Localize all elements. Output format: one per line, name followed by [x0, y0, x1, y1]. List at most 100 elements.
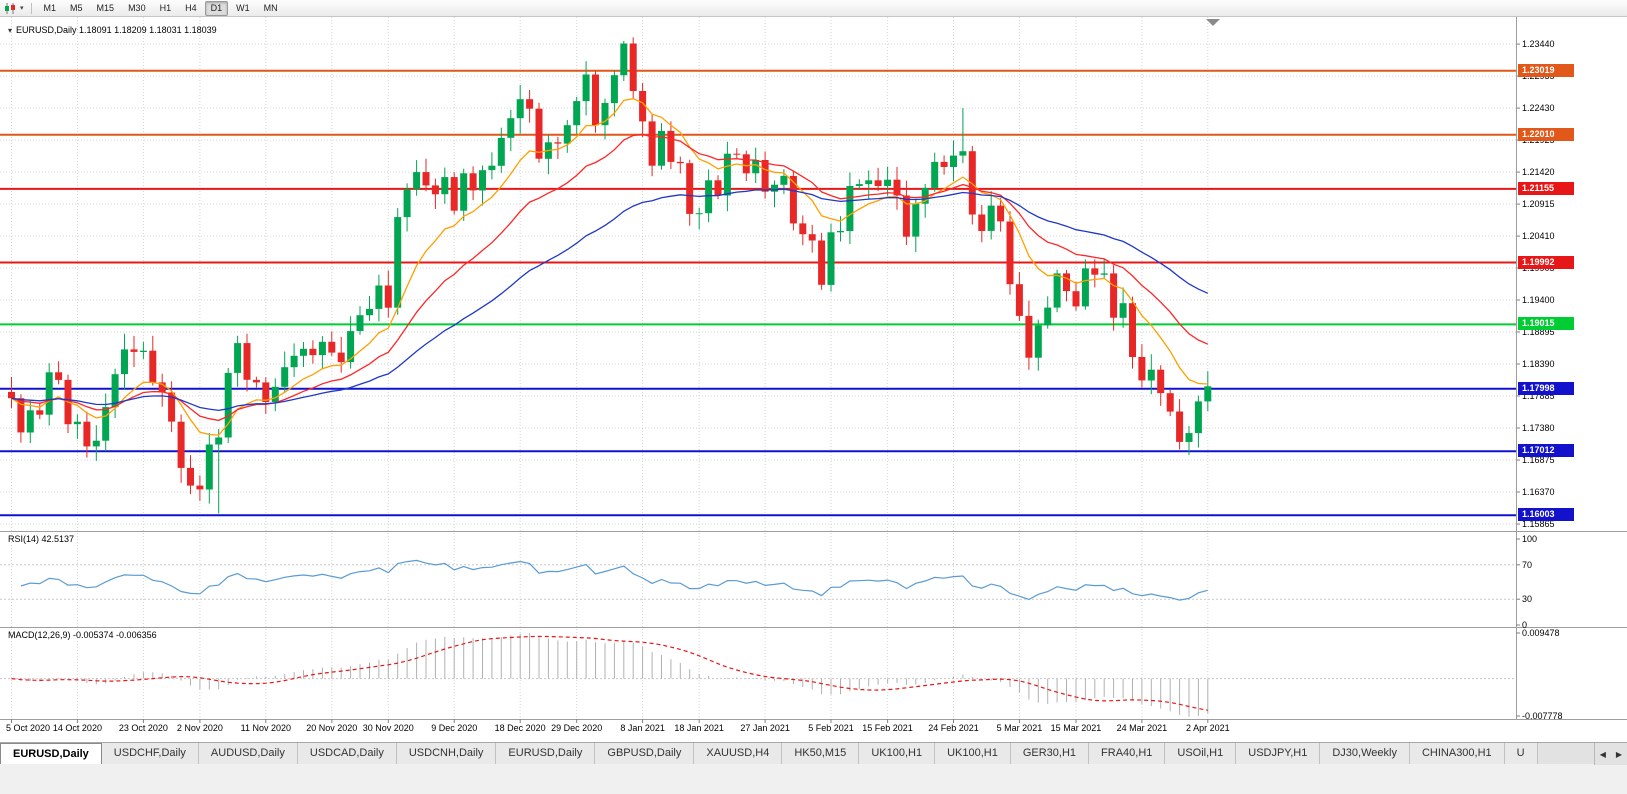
timeframe-button-m1[interactable]: M1 — [43, 2, 57, 13]
chart-tab-eurusd-daily[interactable]: EURUSD,Daily — [496, 743, 596, 765]
chart-type-icon[interactable] — [4, 2, 17, 15]
timeframe-button-m5[interactable]: M5 — [70, 2, 83, 13]
chart-tab-dj30-weekly[interactable]: DJ30,Weekly — [1320, 743, 1410, 765]
date-axis-label: 2 Nov 2020 — [176, 723, 223, 733]
date-axis-label: 5 Oct 2020 — [6, 723, 51, 733]
chart-shift-marker-icon — [1206, 19, 1220, 26]
rsi-indicator-label: RSI(14) 42.5137 — [8, 534, 75, 544]
rsi-line — [20, 559, 1208, 601]
date-axis-label: 2 Apr 2021 — [1186, 723, 1230, 733]
rsi-scale-label: 100 — [1522, 534, 1538, 544]
chart-tab-xauusd-h4[interactable]: XAUUSD,H4 — [694, 743, 783, 765]
price-scale-label: 1.17885 — [1522, 391, 1555, 401]
candlestick-glyph — [5, 2, 15, 14]
date-axis-label: 23 Oct 2020 — [118, 723, 168, 733]
chart-header: ▾ EURUSD,Daily 1.18091 1.18209 1.18031 1.… — [8, 25, 217, 35]
macd-scale-label: 0.009478 — [1522, 628, 1560, 638]
chart-tab-usoil-h1[interactable]: USOil,H1 — [1165, 743, 1237, 765]
chart-tabs: EURUSD,Daily USDCHF,Daily AUDUSD,Daily USDC… — [0, 743, 1593, 765]
chart-tab-uk100-h1[interactable]: UK100,H1 — [935, 743, 1011, 765]
price-scale-label: 1.16875 — [1522, 454, 1555, 465]
chart-tab-uk100-h1[interactable]: UK100,H1 — [859, 743, 936, 765]
sr-level-lines[interactable] — [0, 69, 1516, 517]
moving-average-45 — [11, 188, 1209, 412]
price-scale-label: 1.18390 — [1522, 359, 1555, 370]
price-scale-label: 1.20915 — [1522, 199, 1555, 210]
date-axis-label: 30 Nov 2020 — [362, 723, 414, 733]
date-axis-label: 24 Mar 2021 — [1116, 723, 1168, 733]
timeframe-toolbar: ▾ M1 M5 M15 M30 H1 H4 D1 W1 MN — [0, 0, 1627, 17]
tab-scroll-arrows: ◀ ▶ — [1593, 743, 1627, 765]
chart-tab-china300-h1[interactable]: CHINA300,H1 — [1409, 743, 1505, 765]
price-scale-label: 1.21420 — [1522, 167, 1555, 178]
date-axis-label: 14 Oct 2020 — [52, 723, 102, 733]
price-level-badge: 1.19015 — [1518, 317, 1574, 331]
toolbar-separator — [30, 2, 32, 14]
price-scale-label: 1.18895 — [1522, 327, 1555, 338]
price-scale-label: 1.16370 — [1522, 486, 1555, 497]
rsi-scale-label: 30 — [1522, 594, 1533, 605]
chart-tab-overflow[interactable]: U — [1504, 743, 1538, 765]
chart-tab-audusd-daily[interactable]: AUDUSD,Daily — [198, 743, 298, 765]
price-level-badge: 1.17012 — [1518, 444, 1574, 458]
macd-indicator-label: MACD(12,26,9) -0.005374 -0.006356 — [8, 630, 157, 640]
timeframe-button-h4[interactable]: H4 — [185, 2, 197, 13]
tab-scroll-left-icon[interactable]: ◀ — [1599, 749, 1606, 759]
chart-tab-gbpusd-daily[interactable]: GBPUSD,Daily — [595, 743, 695, 765]
price-scale-label: 1.17380 — [1522, 422, 1555, 433]
candles — [8, 37, 1212, 514]
chart-tab-fra40-h1[interactable]: FRA40,H1 — [1089, 743, 1166, 765]
price-scale-label: 1.23440 — [1522, 39, 1555, 50]
timeframe-button-w1[interactable]: W1 — [236, 2, 250, 13]
chart-tab-eurusd-daily[interactable]: EURUSD,Daily — [0, 743, 102, 765]
timeframe-button-m30[interactable]: M30 — [128, 2, 146, 13]
price-chart-canvas[interactable] — [0, 17, 1627, 742]
date-axis-label: 27 Jan 2021 — [740, 723, 790, 733]
grid-lines — [0, 17, 1516, 719]
price-level-badge: 1.17998 — [1518, 381, 1574, 395]
macd-signal-line — [11, 635, 1208, 711]
rsi-panel-graphics — [0, 559, 1516, 601]
price-level-badge: 1.22010 — [1518, 127, 1574, 141]
date-axis-label: 20 Nov 2020 — [306, 723, 358, 733]
price-level-badge: 1.16003 — [1518, 508, 1574, 522]
date-axis-label: 24 Feb 2021 — [928, 723, 979, 733]
price-level-badge: 1.21155 — [1518, 181, 1574, 195]
macd-scale-label: -0.007778 — [1522, 711, 1563, 721]
chart-marker-icon: ▾ — [8, 26, 13, 35]
caret-down-icon[interactable]: ▾ — [20, 5, 24, 12]
panel-dividers — [0, 17, 1627, 720]
date-axis-label: 8 Jan 2021 — [620, 723, 665, 733]
date-axis-label: 29 Dec 2020 — [551, 723, 603, 733]
chart-tab-ger30-h1[interactable]: GER30,H1 — [1010, 743, 1090, 765]
date-axis-label: 9 Dec 2020 — [431, 723, 478, 733]
price-scale-label: 1.19400 — [1522, 295, 1555, 306]
timeframe-button-h1[interactable]: H1 — [159, 2, 172, 13]
chart-tab-hk50-m15[interactable]: HK50,M15 — [782, 743, 860, 765]
timeframe-button-d1[interactable]: D1 — [204, 0, 229, 16]
rsi-scale-label: 70 — [1522, 559, 1533, 570]
date-axis-label: 18 Jan 2021 — [674, 723, 724, 733]
tab-scroll-right-icon[interactable]: ▶ — [1615, 749, 1622, 759]
chart-tab-usdcnh-daily[interactable]: USDCNH,Daily — [396, 743, 497, 765]
date-axis-label: 5 Mar 2021 — [996, 723, 1043, 733]
chart-tab-usdcad-daily[interactable]: USDCAD,Daily — [297, 743, 397, 765]
window-bottom-filler — [0, 764, 1627, 794]
chart-tab-usdchf-daily[interactable]: USDCHF,Daily — [101, 743, 199, 765]
timeframe-button-m15[interactable]: M15 — [96, 2, 115, 13]
rsi-scale-label: 0 — [1522, 620, 1528, 630]
macd-panel-graphics — [0, 633, 1516, 717]
date-axis-label: 5 Feb 2021 — [808, 723, 854, 733]
moving-average-10 — [11, 98, 1208, 436]
ohlc-values: 1.18091 1.18209 1.18031 1.18039 — [79, 25, 217, 35]
symbol-title: EURUSD,Daily — [16, 25, 77, 35]
date-axis-label: 15 Mar 2021 — [1050, 723, 1102, 733]
chart-tab-usdjpy-h1[interactable]: USDJPY,H1 — [1236, 743, 1321, 765]
chart-area[interactable]: ▾ EURUSD,Daily 1.18091 1.18209 1.18031 1.… — [0, 17, 1627, 742]
timeframe-button-mn[interactable]: MN — [263, 2, 278, 13]
date-axis-label: 11 Nov 2020 — [240, 723, 292, 733]
chart-tabs-bar: EURUSD,Daily USDCHF,Daily AUDUSD,Daily USDC… — [0, 742, 1627, 765]
price-level-badge: 1.19992 — [1518, 255, 1574, 269]
date-axis-label: 18 Dec 2020 — [494, 723, 546, 733]
